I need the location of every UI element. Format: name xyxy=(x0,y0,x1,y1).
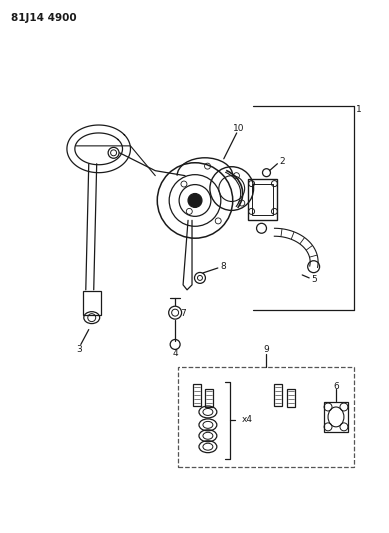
Text: 1: 1 xyxy=(356,104,362,114)
Text: 6: 6 xyxy=(333,382,339,391)
Text: x4: x4 xyxy=(242,415,253,424)
Text: 3: 3 xyxy=(76,345,82,354)
Text: 8: 8 xyxy=(220,262,226,271)
Bar xyxy=(287,389,295,407)
Text: 9: 9 xyxy=(264,345,269,354)
Text: 7: 7 xyxy=(180,309,186,318)
Text: 10: 10 xyxy=(233,125,244,133)
Bar xyxy=(252,183,273,215)
Text: 2: 2 xyxy=(280,157,285,166)
Text: 81J14 4900: 81J14 4900 xyxy=(11,13,77,23)
Bar xyxy=(248,179,277,220)
Bar xyxy=(193,384,201,406)
Bar xyxy=(178,367,354,466)
Text: 5: 5 xyxy=(311,276,317,285)
Text: 4: 4 xyxy=(172,349,178,358)
Bar xyxy=(324,402,348,432)
Bar xyxy=(205,389,213,407)
Circle shape xyxy=(188,193,202,207)
Bar xyxy=(274,384,282,406)
Bar xyxy=(83,291,101,314)
